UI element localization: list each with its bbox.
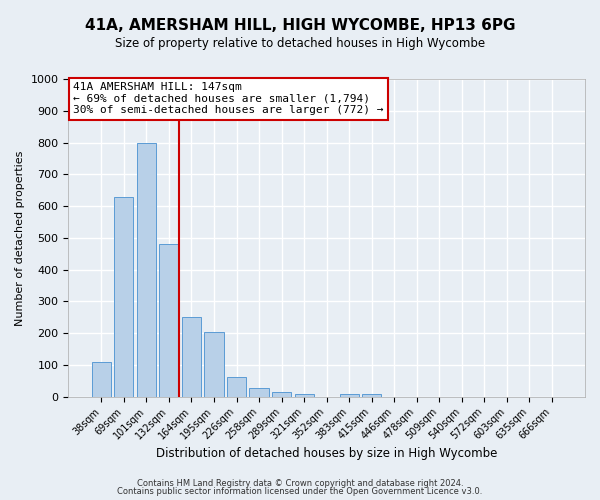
Bar [227,377,246,396]
Bar [137,142,156,396]
Text: Contains HM Land Registry data © Crown copyright and database right 2024.: Contains HM Land Registry data © Crown c… [137,478,463,488]
Bar [250,388,269,396]
Bar [92,362,111,396]
Bar [340,394,359,396]
Bar [362,394,381,396]
Bar [114,196,133,396]
Bar [272,392,291,396]
Y-axis label: Number of detached properties: Number of detached properties [15,150,25,326]
Text: Contains public sector information licensed under the Open Government Licence v3: Contains public sector information licen… [118,487,482,496]
Bar [160,244,179,396]
Text: 41A AMERSHAM HILL: 147sqm
← 69% of detached houses are smaller (1,794)
30% of se: 41A AMERSHAM HILL: 147sqm ← 69% of detac… [73,82,384,116]
Text: Size of property relative to detached houses in High Wycombe: Size of property relative to detached ho… [115,38,485,51]
Text: 41A, AMERSHAM HILL, HIGH WYCOMBE, HP13 6PG: 41A, AMERSHAM HILL, HIGH WYCOMBE, HP13 6… [85,18,515,32]
Bar [295,394,314,396]
X-axis label: Distribution of detached houses by size in High Wycombe: Distribution of detached houses by size … [156,447,497,460]
Bar [182,318,201,396]
Bar [205,332,224,396]
